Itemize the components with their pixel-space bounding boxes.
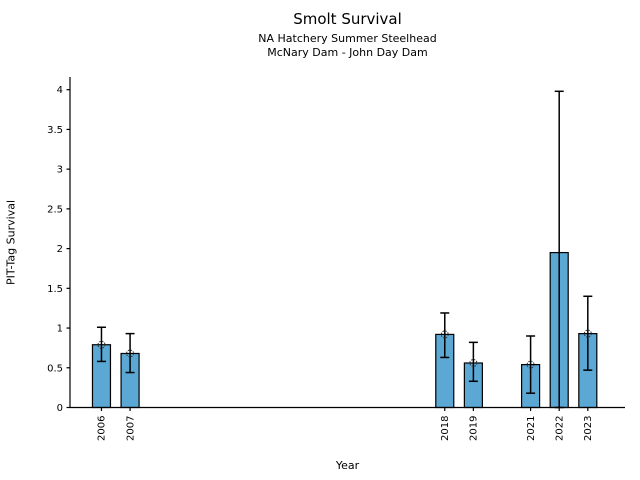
y-tick-label-0: 0 bbox=[57, 403, 63, 414]
point-marker-2018 bbox=[440, 330, 449, 339]
y-tick-label-0.5: 0.5 bbox=[47, 363, 63, 374]
x-tick-label-2023: 2023 bbox=[583, 416, 594, 441]
x-tick-label-2019: 2019 bbox=[469, 416, 480, 441]
point-marker-2019 bbox=[469, 359, 478, 368]
point-marker-2023 bbox=[583, 329, 592, 338]
chart-subtitle-line2: McNary Dam - John Day Dam bbox=[267, 46, 428, 60]
chart-title: Smolt Survival bbox=[293, 10, 402, 28]
y-tick-label-3: 3 bbox=[57, 165, 63, 176]
x-tick-label-2021: 2021 bbox=[526, 416, 537, 441]
point-marker-2021 bbox=[526, 360, 535, 369]
x-tick-label-2018: 2018 bbox=[440, 416, 451, 441]
x-tick-label-2022: 2022 bbox=[554, 416, 565, 441]
y-tick-label-2: 2 bbox=[57, 244, 63, 255]
x-tick-label-2006: 2006 bbox=[97, 416, 108, 441]
point-marker-2007 bbox=[126, 349, 135, 358]
y-tick-label-1: 1 bbox=[57, 324, 63, 335]
point-marker-2006 bbox=[97, 340, 106, 349]
title-block: Smolt Survival NA Hatchery Summer Steelh… bbox=[70, 11, 625, 61]
y-tick-label-1.5: 1.5 bbox=[47, 284, 63, 295]
x-tick-label-2007: 2007 bbox=[125, 416, 136, 441]
y-tick-label-3.5: 3.5 bbox=[47, 125, 63, 136]
y-tick-label-4: 4 bbox=[57, 85, 63, 96]
y-tick-label-2.5: 2.5 bbox=[47, 204, 63, 215]
x-axis-label: Year bbox=[335, 459, 360, 472]
chart-subtitle-line1: NA Hatchery Summer Steelhead bbox=[258, 31, 437, 45]
